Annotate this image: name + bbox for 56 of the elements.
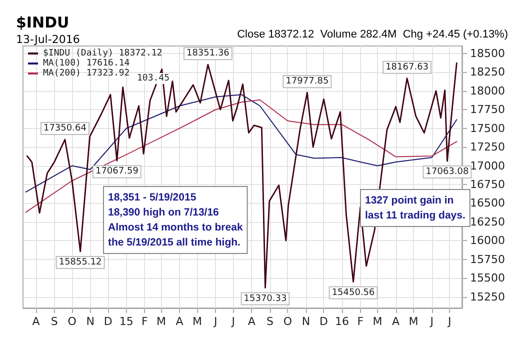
y-tick-label: 17000: [470, 159, 505, 172]
legend-label: $INDU (Daily) 18372.12: [43, 48, 162, 58]
x-tick-label: S: [266, 315, 274, 328]
x-tick-label: J: [230, 315, 235, 328]
x-tick-label: 15: [119, 315, 134, 328]
annotation: 18167.63: [386, 62, 429, 72]
x-tick-label: F: [142, 315, 148, 328]
y-tick-label: 15750: [470, 252, 505, 266]
x-tick-label: N: [302, 315, 310, 328]
x-tick-label: A: [392, 315, 400, 328]
y-tick-label: 16500: [470, 196, 505, 210]
annotation: 17063.08: [426, 167, 469, 178]
annotation: 17350.64: [43, 124, 87, 134]
x-tick-label: J: [429, 315, 434, 328]
legend-label: MA(200) 17323.92: [43, 68, 130, 78]
x-tick-label: M: [192, 315, 202, 328]
y-tick-label: 16000: [470, 234, 505, 248]
text: Close 18372.12 Volume 282.4M Chg +24.45 (+0.13%): [237, 28, 508, 40]
y-tick-label: 16250: [470, 215, 505, 228]
annotation: 18,351 - 5/19/2015 18,390 high on 7/13/16 Almost 14 months to break the 5/19/2015 all time high.: [108, 192, 243, 248]
y-tick-label: 17750: [470, 103, 505, 116]
y-tick-label: 17500: [470, 122, 505, 135]
x-tick-label: M: [408, 315, 418, 328]
x-tick-label: J: [446, 315, 452, 328]
x-tick-label: D: [104, 315, 112, 328]
y-tick-label: 15500: [470, 272, 505, 285]
annotation: 18351.36: [186, 48, 230, 59]
x-tick-label: O: [68, 315, 77, 328]
chart-subtitle: 13-Jul-2016: [16, 33, 80, 46]
y-tick-label: 18000: [470, 84, 505, 98]
annotation: 15450.56: [332, 288, 376, 298]
annotation: 17977.85: [286, 76, 329, 87]
x-tick-label: D: [320, 315, 328, 328]
chart-title: $INDU: [16, 14, 70, 32]
y-tick-label: 17250: [470, 140, 505, 154]
x-tick-label: O: [283, 315, 292, 328]
y-tick-label: 18250: [470, 66, 505, 79]
annotation: 1327 point gain in last 11 trading days.: [365, 194, 466, 222]
x-tick-label: M: [372, 315, 382, 328]
x-tick-label: M: [156, 315, 166, 328]
x-tick-label: S: [50, 315, 58, 328]
annotation: 15370.33: [244, 294, 287, 304]
x-tick-label: F: [357, 315, 364, 328]
annotation: 103.45: [137, 74, 170, 84]
x-tick-label: J: [212, 315, 218, 328]
x-tick-label: A: [176, 315, 184, 328]
legend-label: MA(100) 17616.14: [43, 58, 130, 68]
x-tick-label: 16: [335, 315, 350, 328]
annotation: 15855.12: [58, 257, 102, 268]
x-tick-label: A: [32, 315, 40, 328]
x-tick-label: A: [248, 315, 256, 328]
annotation: 17067.59: [95, 166, 139, 177]
y-tick-label: 15250: [470, 290, 505, 304]
y-tick-label: 16750: [470, 178, 505, 191]
y-tick-label: 18500: [470, 46, 505, 60]
x-tick-label: N: [86, 315, 94, 328]
